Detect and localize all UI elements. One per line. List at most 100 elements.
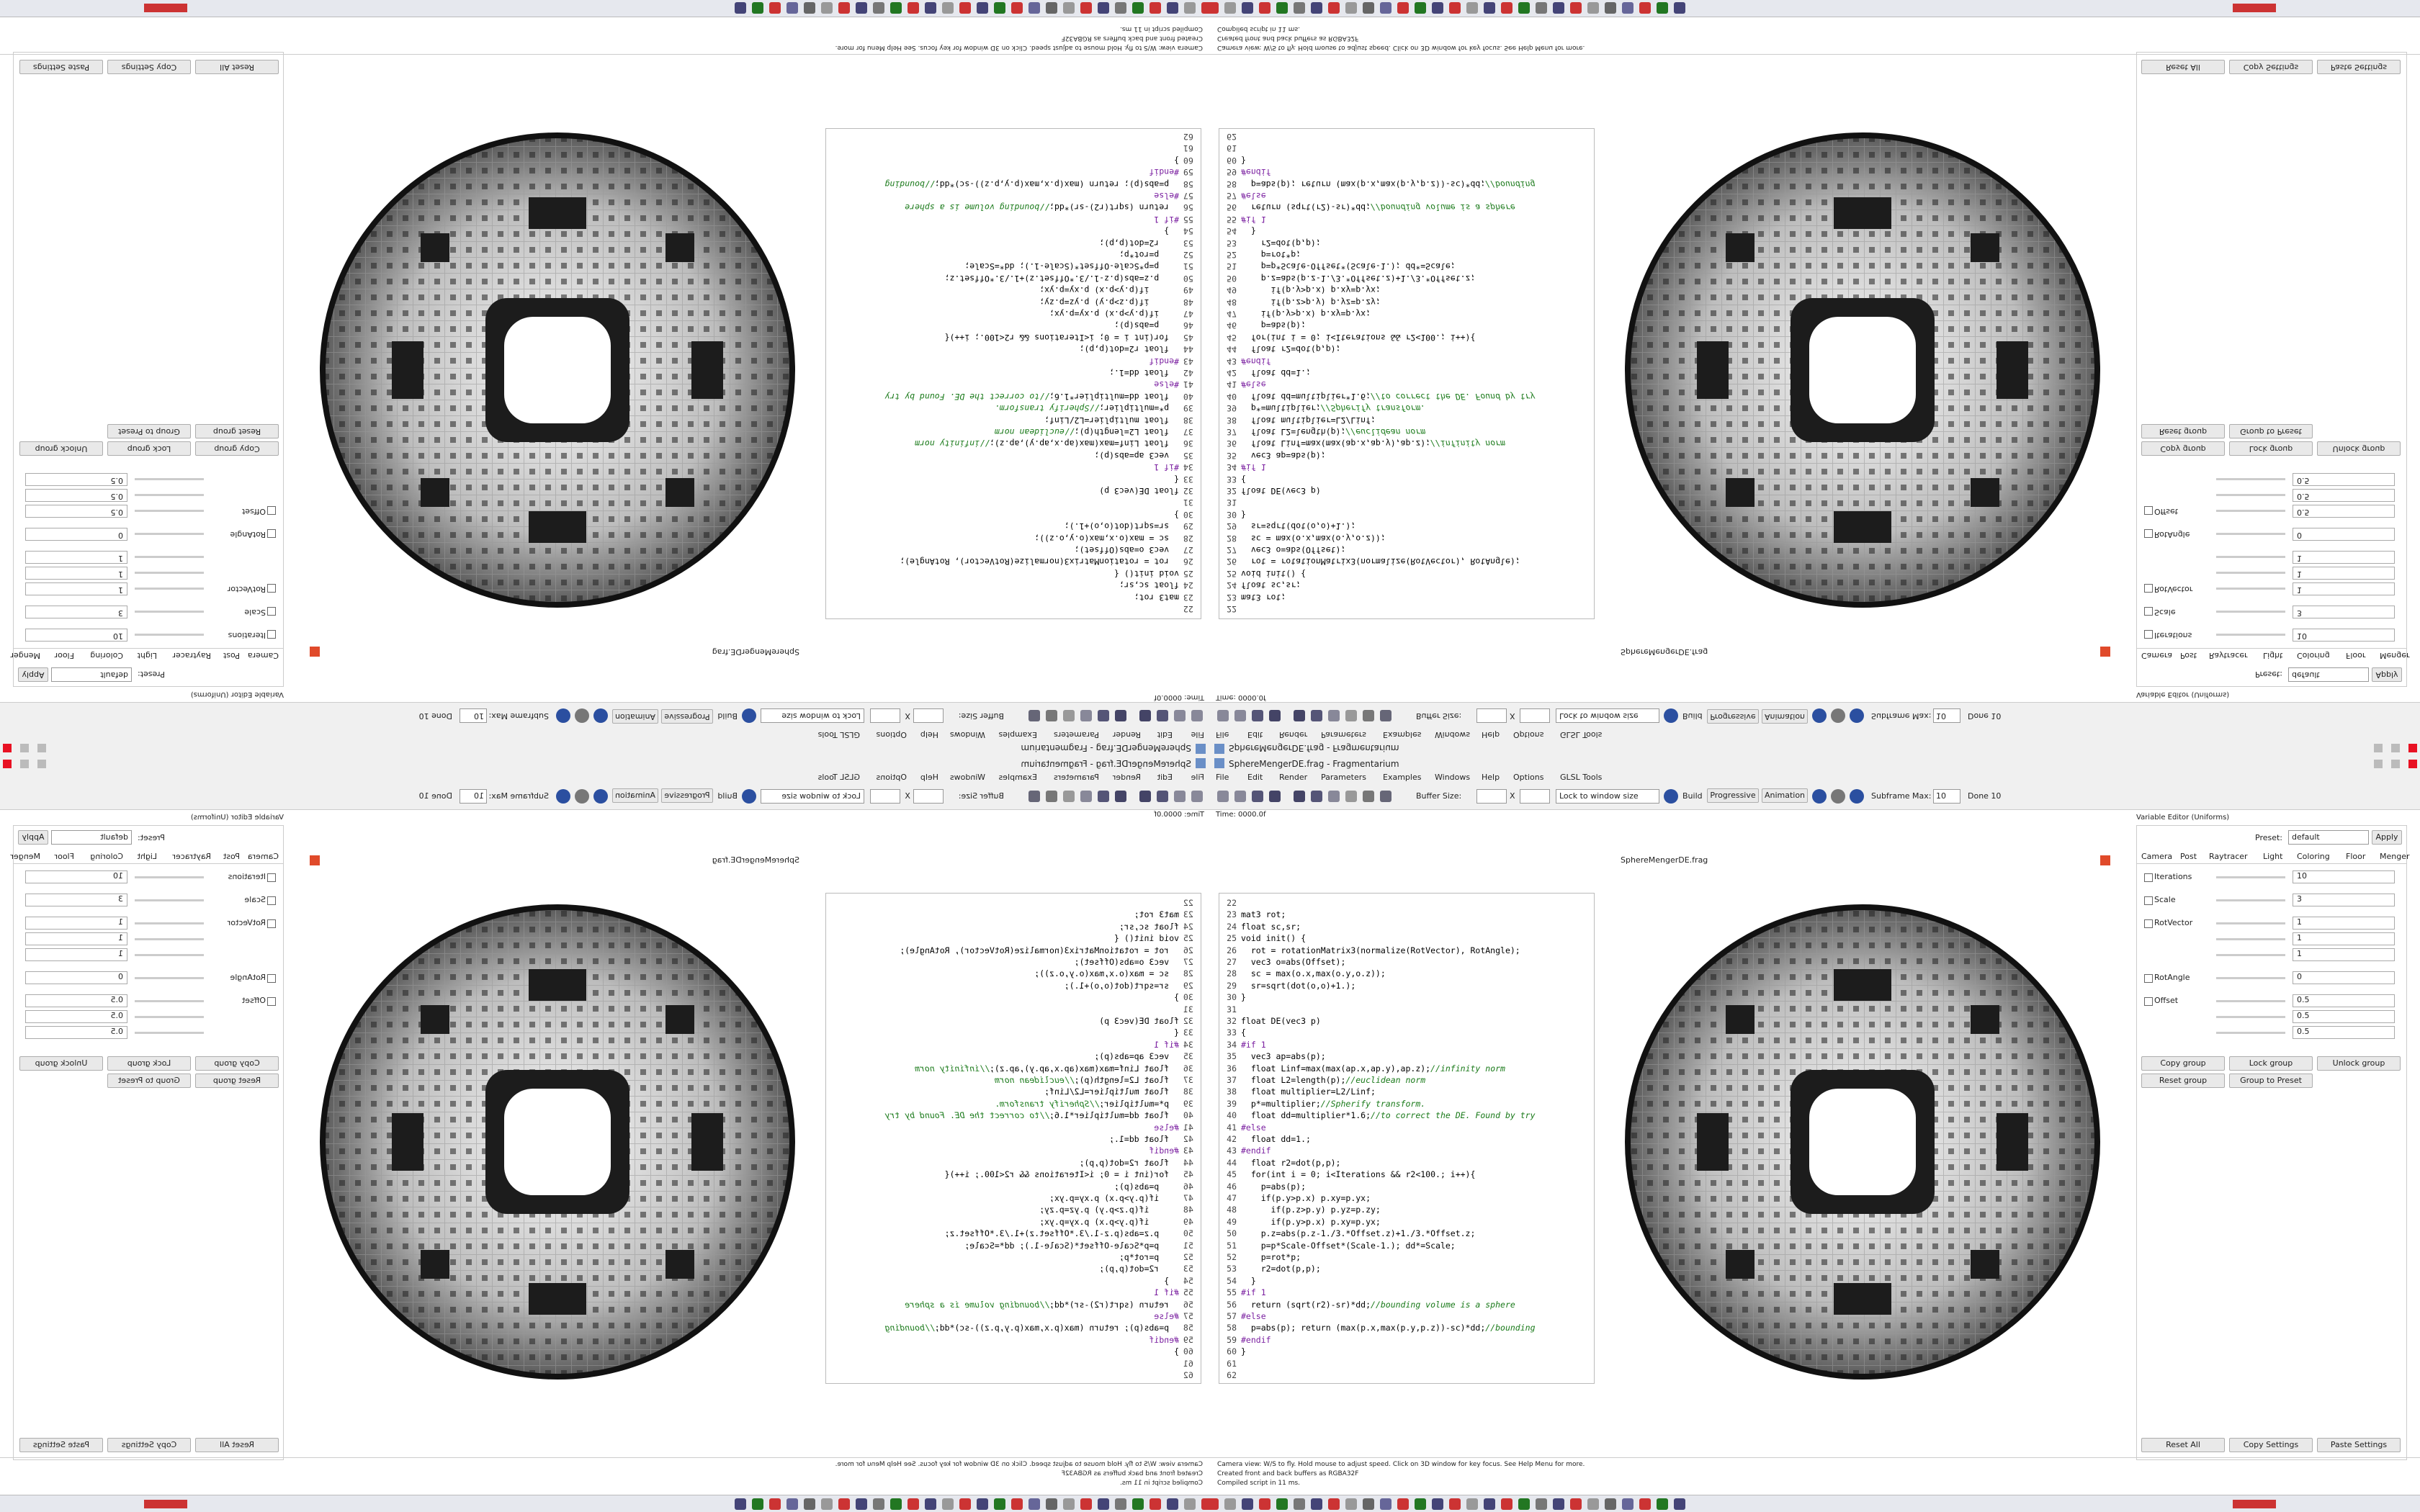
tool-icon[interactable] [1345,791,1357,802]
param-field[interactable] [2293,894,2395,906]
build-icon[interactable] [742,708,756,723]
tool-icon[interactable] [1294,791,1305,802]
animation-button[interactable]: Animation [612,709,658,724]
taskbar-icon[interactable] [1028,1498,1040,1510]
param-slider[interactable] [135,634,204,636]
taskbar-icon[interactable] [1276,1498,1288,1510]
group-button[interactable]: Group to Preset [107,424,191,438]
buffer-width[interactable] [1476,789,1507,804]
param-field[interactable] [2293,932,2395,945]
taskbar-icon[interactable] [769,2,781,14]
menu-item[interactable]: Examples [1383,773,1422,782]
tool-icon[interactable] [1046,791,1057,802]
lock-checkbox[interactable] [267,607,276,616]
playback-button[interactable] [593,708,608,723]
tool-icon[interactable] [1345,710,1357,721]
param-slider[interactable] [2216,899,2285,901]
taskbar-icon[interactable] [1657,1498,1668,1510]
param-field[interactable] [2293,870,2395,883]
tool-icon[interactable] [1252,710,1263,721]
editor-tab[interactable]: Post [2180,852,2197,861]
param-field[interactable] [25,629,127,642]
taskbar-icon[interactable] [925,2,936,14]
editor-tab[interactable]: Floor [54,852,74,861]
render-view[interactable] [1610,890,2115,1394]
taskbar-icon[interactable] [959,1498,971,1510]
taskbar-icon[interactable] [1311,2,1322,14]
group-button[interactable]: Group to Preset [2229,424,2313,438]
editor-tab[interactable]: Menger [2380,651,2410,660]
group-button[interactable]: Lock group [107,1056,191,1071]
taskbar-icon[interactable] [856,1498,867,1510]
group-button[interactable]: Reset group [2141,424,2225,438]
taskbar-icon[interactable] [1397,1498,1409,1510]
param-slider[interactable] [2216,1000,2285,1002]
menu-item[interactable]: Render [1279,773,1308,782]
taskbar-icon[interactable] [1098,2,1109,14]
file-tab[interactable]: SphereMengerDE.frag [1621,647,1708,657]
param-field[interactable] [2293,606,2395,618]
animation-button[interactable]: Animation [1762,788,1808,803]
playback-button[interactable] [1850,708,1864,723]
menu-item[interactable]: File [1191,730,1204,739]
playback-button[interactable] [556,789,570,804]
param-slider[interactable] [2216,1032,2285,1034]
param-slider[interactable] [2216,1016,2285,1018]
taskbar-icon[interactable] [1553,2,1564,14]
subframe-value[interactable]: 10 [474,711,484,721]
editor-tab[interactable]: Floor [2346,852,2366,861]
menu-item[interactable]: Windows [949,730,985,739]
taskbar-icon[interactable] [1397,2,1409,14]
menu-item[interactable]: Parameters [1054,773,1099,782]
taskbar-icon[interactable] [873,2,884,14]
param-field[interactable] [2293,1010,2395,1023]
menu-item[interactable]: Windows [949,773,985,782]
param-slider[interactable] [2216,510,2285,512]
param-slider[interactable] [135,478,204,480]
bottom-button[interactable]: Paste Settings [2317,60,2401,74]
tool-icon[interactable] [1098,710,1109,721]
animation-button[interactable]: Animation [1762,709,1808,724]
taskbar-icon[interactable] [1639,1498,1651,1510]
lock-checkbox[interactable] [2144,584,2153,593]
tool-icon[interactable] [1139,710,1151,721]
lock-checkbox[interactable] [267,529,276,538]
param-slider[interactable] [2216,634,2285,636]
lock-checkbox[interactable] [2144,873,2153,882]
preset-select[interactable]: default [2288,830,2369,845]
taskbar-icon[interactable] [1098,1498,1109,1510]
editor-tab[interactable]: Light [137,651,157,660]
group-button[interactable]: Unlock group [2317,1056,2401,1071]
menu-item[interactable]: GLSL Tools [817,773,860,782]
group-button[interactable]: Copy group [2141,441,2225,456]
menu-item[interactable]: Parameters [1321,730,1366,739]
menu-item[interactable]: Parameters [1054,730,1099,739]
lock-select[interactable]: Lock to window size [1556,789,1659,804]
tool-icon[interactable] [1234,710,1246,721]
taskbar-icon[interactable] [1210,1498,1219,1510]
editor-tab[interactable]: Coloring [2297,651,2330,660]
param-slider[interactable] [135,922,204,924]
buffer-height[interactable] [870,789,900,804]
lock-checkbox[interactable] [2144,506,2153,515]
taskbar-icon[interactable] [1224,2,1236,14]
window-button[interactable] [2391,744,2400,752]
menu-item[interactable]: GLSL Tools [817,730,860,739]
taskbar-icon[interactable] [1063,2,1075,14]
group-button[interactable]: Group to Preset [107,1074,191,1088]
taskbar-icon[interactable] [752,2,763,14]
menu-item[interactable]: Options [876,773,907,782]
taskbar-icon[interactable] [735,2,746,14]
buffer-height[interactable] [870,708,900,723]
group-button[interactable]: Lock group [2229,441,2313,456]
taskbar-icon[interactable] [821,1498,833,1510]
preset-select[interactable]: default [2288,667,2369,682]
taskbar-icon[interactable] [1622,2,1634,14]
buffer-width[interactable] [913,789,944,804]
editor-tab[interactable]: Coloring [90,651,123,660]
taskbar-icon[interactable] [1363,2,1374,14]
bottom-button[interactable]: Reset All [195,60,279,74]
window-button[interactable] [2408,760,2417,768]
taskbar-icon[interactable] [1484,2,1495,14]
editor-tab[interactable]: Raytracer [172,852,211,861]
